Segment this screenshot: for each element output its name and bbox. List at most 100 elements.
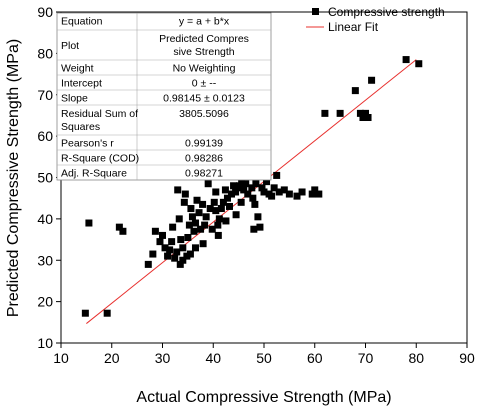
data-point-80 (351, 87, 359, 95)
data-point-32 (197, 225, 205, 233)
data-point-67 (268, 192, 276, 200)
stats-row-6-value: 0.99139 (185, 138, 223, 150)
data-point-13 (168, 238, 176, 246)
stats-table: Equation y = a + b*x Plot Predicted Compres… (56, 12, 272, 181)
data-point-85 (368, 76, 376, 84)
data-point-95 (251, 200, 259, 208)
data-point-79 (336, 109, 344, 117)
data-point-44 (219, 198, 227, 206)
data-point-71 (280, 186, 288, 194)
data-point-22 (181, 190, 189, 198)
data-point-20 (179, 244, 187, 252)
legend-series-1-label: Linear Fit (328, 20, 379, 34)
data-point-12 (166, 246, 174, 254)
data-point-96 (237, 198, 245, 206)
y-tick-label-3: 40 (37, 211, 53, 227)
data-point-40 (212, 188, 220, 196)
data-point-97 (232, 211, 240, 219)
data-point-35 (202, 213, 210, 221)
stats-row-1-value: Predicted Compres sive Strength (159, 33, 249, 58)
legend-series-0-label: Compressive strength (328, 5, 445, 19)
stats-row-4-value: 0.98145 ± 0.0123 (163, 93, 245, 105)
data-point-81 (356, 109, 364, 117)
data-point-28 (190, 227, 198, 235)
data-point-10 (161, 244, 169, 252)
data-point-76 (311, 186, 319, 194)
data-point-54 (240, 186, 248, 194)
x-tick-label-7: 80 (408, 350, 424, 366)
y-tick-label-6: 70 (37, 87, 53, 103)
data-point-99 (186, 250, 194, 258)
stats-row-6-label: Pearson's r (61, 138, 114, 150)
data-point-69 (273, 171, 281, 179)
data-point-39 (210, 198, 218, 206)
data-point-4 (119, 227, 127, 235)
data-point-58 (248, 184, 256, 192)
data-point-31 (195, 209, 203, 217)
x-tick-label-8: 90 (459, 350, 475, 366)
y-tick-label-5: 60 (37, 128, 53, 144)
data-point-25 (185, 221, 193, 229)
data-point-41 (214, 221, 222, 229)
data-point-70 (275, 188, 283, 196)
data-point-24 (184, 233, 192, 241)
data-point-11 (164, 252, 172, 260)
data-point-59 (250, 225, 258, 233)
x-tick-label-0: 10 (53, 350, 69, 366)
data-point-50 (232, 188, 240, 196)
data-point-86 (402, 56, 410, 64)
stats-row-3-label: Intercept (61, 78, 102, 90)
data-point-42 (215, 215, 223, 223)
data-point-88 (176, 260, 184, 268)
data-point-92 (212, 207, 220, 215)
data-point-74 (298, 188, 306, 196)
data-point-75 (308, 190, 316, 198)
data-point-55 (242, 180, 250, 188)
data-point-2 (103, 309, 111, 317)
data-point-38 (208, 225, 216, 233)
data-point-36 (204, 180, 212, 188)
data-point-8 (156, 238, 164, 246)
data-point-91 (199, 240, 207, 248)
data-point-48 (228, 190, 236, 198)
data-point-16 (173, 248, 181, 256)
data-point-43 (217, 205, 225, 213)
data-point-37 (206, 205, 214, 213)
stats-row-7-value: 0.98286 (185, 153, 223, 165)
stats-row-8-value: 0.98271 (185, 168, 223, 180)
y-tick-label-0: 10 (37, 335, 53, 351)
stats-row-0-value: y = a + b*x (179, 16, 230, 28)
data-point-98 (222, 217, 230, 225)
data-point-60 (252, 180, 260, 188)
data-point-30 (193, 196, 201, 204)
scatter-points-layer (81, 56, 423, 317)
data-point-64 (260, 188, 268, 196)
data-point-21 (180, 198, 188, 206)
stats-row-2-value: No Weighting (173, 63, 236, 75)
data-point-93 (214, 231, 222, 239)
stats-row-1-label: Plot (61, 40, 79, 52)
data-point-68 (270, 184, 278, 192)
x-tick-label-1: 20 (104, 350, 120, 366)
data-point-94 (249, 194, 257, 202)
stats-table-frame (56, 12, 272, 181)
x-tick-label-3: 40 (205, 350, 221, 366)
data-point-87 (415, 60, 423, 68)
stats-row-0-label: Equation (61, 16, 103, 28)
data-point-62 (256, 223, 264, 231)
data-point-9 (159, 231, 166, 239)
data-point-56 (244, 190, 252, 198)
legend-series-0-marker (312, 8, 319, 15)
data-point-17 (174, 186, 182, 194)
x-tick-label-2: 30 (155, 350, 171, 366)
data-point-19 (177, 236, 185, 244)
stats-row-4-label: Slope (61, 93, 88, 105)
x-tick-label-5: 60 (307, 350, 323, 366)
y-tick-label-1: 20 (37, 294, 53, 310)
stats-row-3-value: 0 ± -- (192, 78, 217, 90)
data-point-72 (285, 190, 293, 198)
data-point-18 (175, 215, 183, 223)
data-point-77 (315, 190, 323, 198)
fit-line-layer (86, 59, 417, 324)
